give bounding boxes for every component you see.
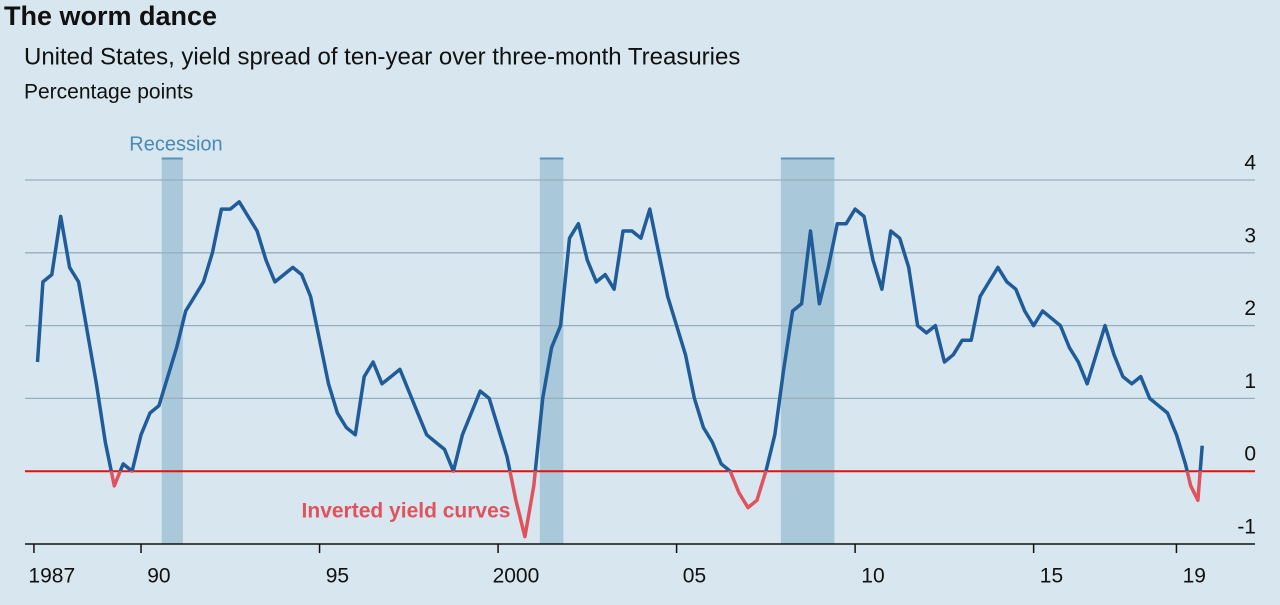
y-tick-label: 1 bbox=[1244, 370, 1256, 393]
y-tick-label: 0 bbox=[1244, 443, 1256, 466]
recession-band bbox=[780, 158, 835, 544]
chart-title: The worm dance bbox=[4, 1, 217, 31]
x-tick-label: 15 bbox=[1040, 565, 1063, 588]
x-tick-label: 2000 bbox=[493, 565, 540, 588]
chart-subtitle: United States, yield spread of ten-year … bbox=[24, 43, 740, 70]
spread-line bbox=[35, 200, 1204, 539]
y-tick-label: 2 bbox=[1244, 297, 1256, 320]
x-tick-label: 19 bbox=[1183, 565, 1206, 588]
x-tick-label: 95 bbox=[326, 565, 349, 588]
x-tick-label: 1987 bbox=[28, 565, 75, 588]
y-tick-label: 4 bbox=[1244, 152, 1256, 175]
y-tick-label: 3 bbox=[1244, 224, 1256, 247]
x-tick-label: 90 bbox=[147, 565, 170, 588]
y-axis-label: Percentage points bbox=[24, 81, 193, 104]
y-tick-label: -1 bbox=[1237, 516, 1256, 539]
recession-band bbox=[161, 158, 183, 544]
x-tick-label: 05 bbox=[683, 565, 706, 588]
inverted-label: Inverted yield curves bbox=[302, 500, 511, 523]
recession-label: Recession bbox=[129, 133, 222, 155]
x-tick-label: 10 bbox=[861, 565, 884, 588]
